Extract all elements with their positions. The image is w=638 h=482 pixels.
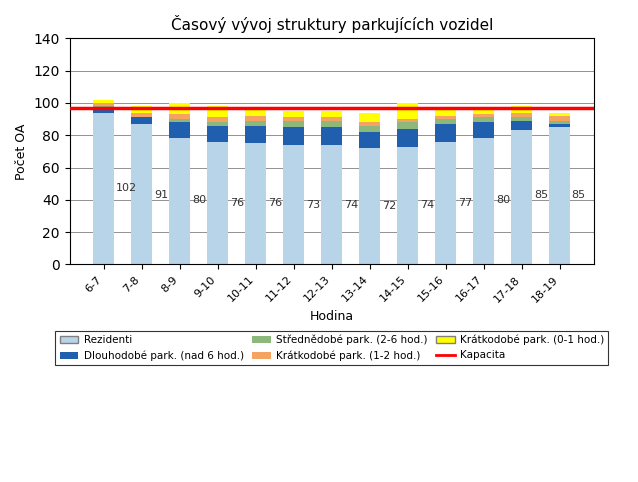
Bar (246, 120, 266, 125)
Bar (511, 118, 532, 120)
Bar (549, 120, 570, 124)
Bar (397, 103, 418, 119)
Text: 80: 80 (192, 195, 206, 205)
Bar (283, 127, 304, 145)
Text: 72: 72 (382, 201, 396, 211)
Bar (207, 106, 228, 118)
Bar (435, 124, 456, 142)
X-axis label: Hodina: Hodina (309, 309, 354, 322)
Bar (246, 116, 266, 120)
Text: 102: 102 (116, 184, 137, 193)
Bar (397, 147, 418, 265)
Text: 76: 76 (268, 198, 282, 208)
Text: 77: 77 (458, 198, 472, 208)
Bar (359, 113, 380, 122)
Bar (473, 138, 494, 265)
Bar (322, 118, 342, 120)
Text: 80: 80 (496, 195, 510, 205)
Bar (131, 124, 152, 265)
Legend: Rezidenti, Dlouhodobé park. (nad 6 hod.), Střednědobé park. (2-6 hod.), Krátkodo: Rezidenti, Dlouhodobé park. (nad 6 hod.)… (56, 331, 608, 365)
Bar (94, 103, 114, 106)
Bar (283, 145, 304, 265)
Bar (549, 113, 570, 116)
Bar (397, 129, 418, 147)
Bar (246, 143, 266, 265)
Bar (170, 119, 190, 122)
Bar (170, 114, 190, 119)
Bar (94, 108, 114, 113)
Y-axis label: Počet OA: Počet OA (15, 123, 28, 180)
Text: 76: 76 (230, 198, 244, 208)
Bar (549, 124, 570, 127)
Bar (131, 106, 152, 113)
Bar (283, 111, 304, 118)
Bar (94, 113, 114, 265)
Bar (549, 127, 570, 265)
Bar (322, 111, 342, 118)
Bar (359, 122, 380, 125)
Bar (207, 118, 228, 122)
Bar (511, 130, 532, 265)
Bar (94, 100, 114, 103)
Bar (170, 138, 190, 265)
Text: 85: 85 (534, 190, 548, 200)
Bar (246, 108, 266, 116)
Bar (435, 116, 456, 119)
Bar (207, 122, 228, 125)
Bar (94, 106, 114, 108)
Text: 91: 91 (154, 190, 168, 200)
Bar (322, 120, 342, 127)
Text: 74: 74 (344, 200, 358, 210)
Bar (397, 122, 418, 129)
Bar (511, 113, 532, 118)
Bar (473, 118, 494, 122)
Bar (397, 119, 418, 122)
Bar (131, 113, 152, 118)
Bar (170, 122, 190, 138)
Bar (207, 125, 228, 142)
Text: 73: 73 (306, 200, 320, 210)
Bar (511, 120, 532, 130)
Bar (473, 109, 494, 114)
Bar (359, 132, 380, 148)
Bar (359, 125, 380, 132)
Bar (283, 118, 304, 120)
Text: 74: 74 (420, 200, 434, 210)
Bar (207, 142, 228, 265)
Bar (473, 114, 494, 118)
Bar (549, 116, 570, 120)
Bar (473, 122, 494, 138)
Bar (511, 106, 532, 113)
Bar (283, 120, 304, 127)
Bar (435, 119, 456, 124)
Title: Časový vývoj struktury parkujících vozidel: Časový vývoj struktury parkujících vozid… (170, 15, 493, 33)
Bar (131, 118, 152, 124)
Bar (322, 145, 342, 265)
Bar (246, 125, 266, 143)
Bar (359, 148, 380, 265)
Bar (435, 109, 456, 116)
Bar (322, 127, 342, 145)
Text: 85: 85 (572, 190, 586, 200)
Bar (170, 103, 190, 114)
Bar (435, 142, 456, 265)
